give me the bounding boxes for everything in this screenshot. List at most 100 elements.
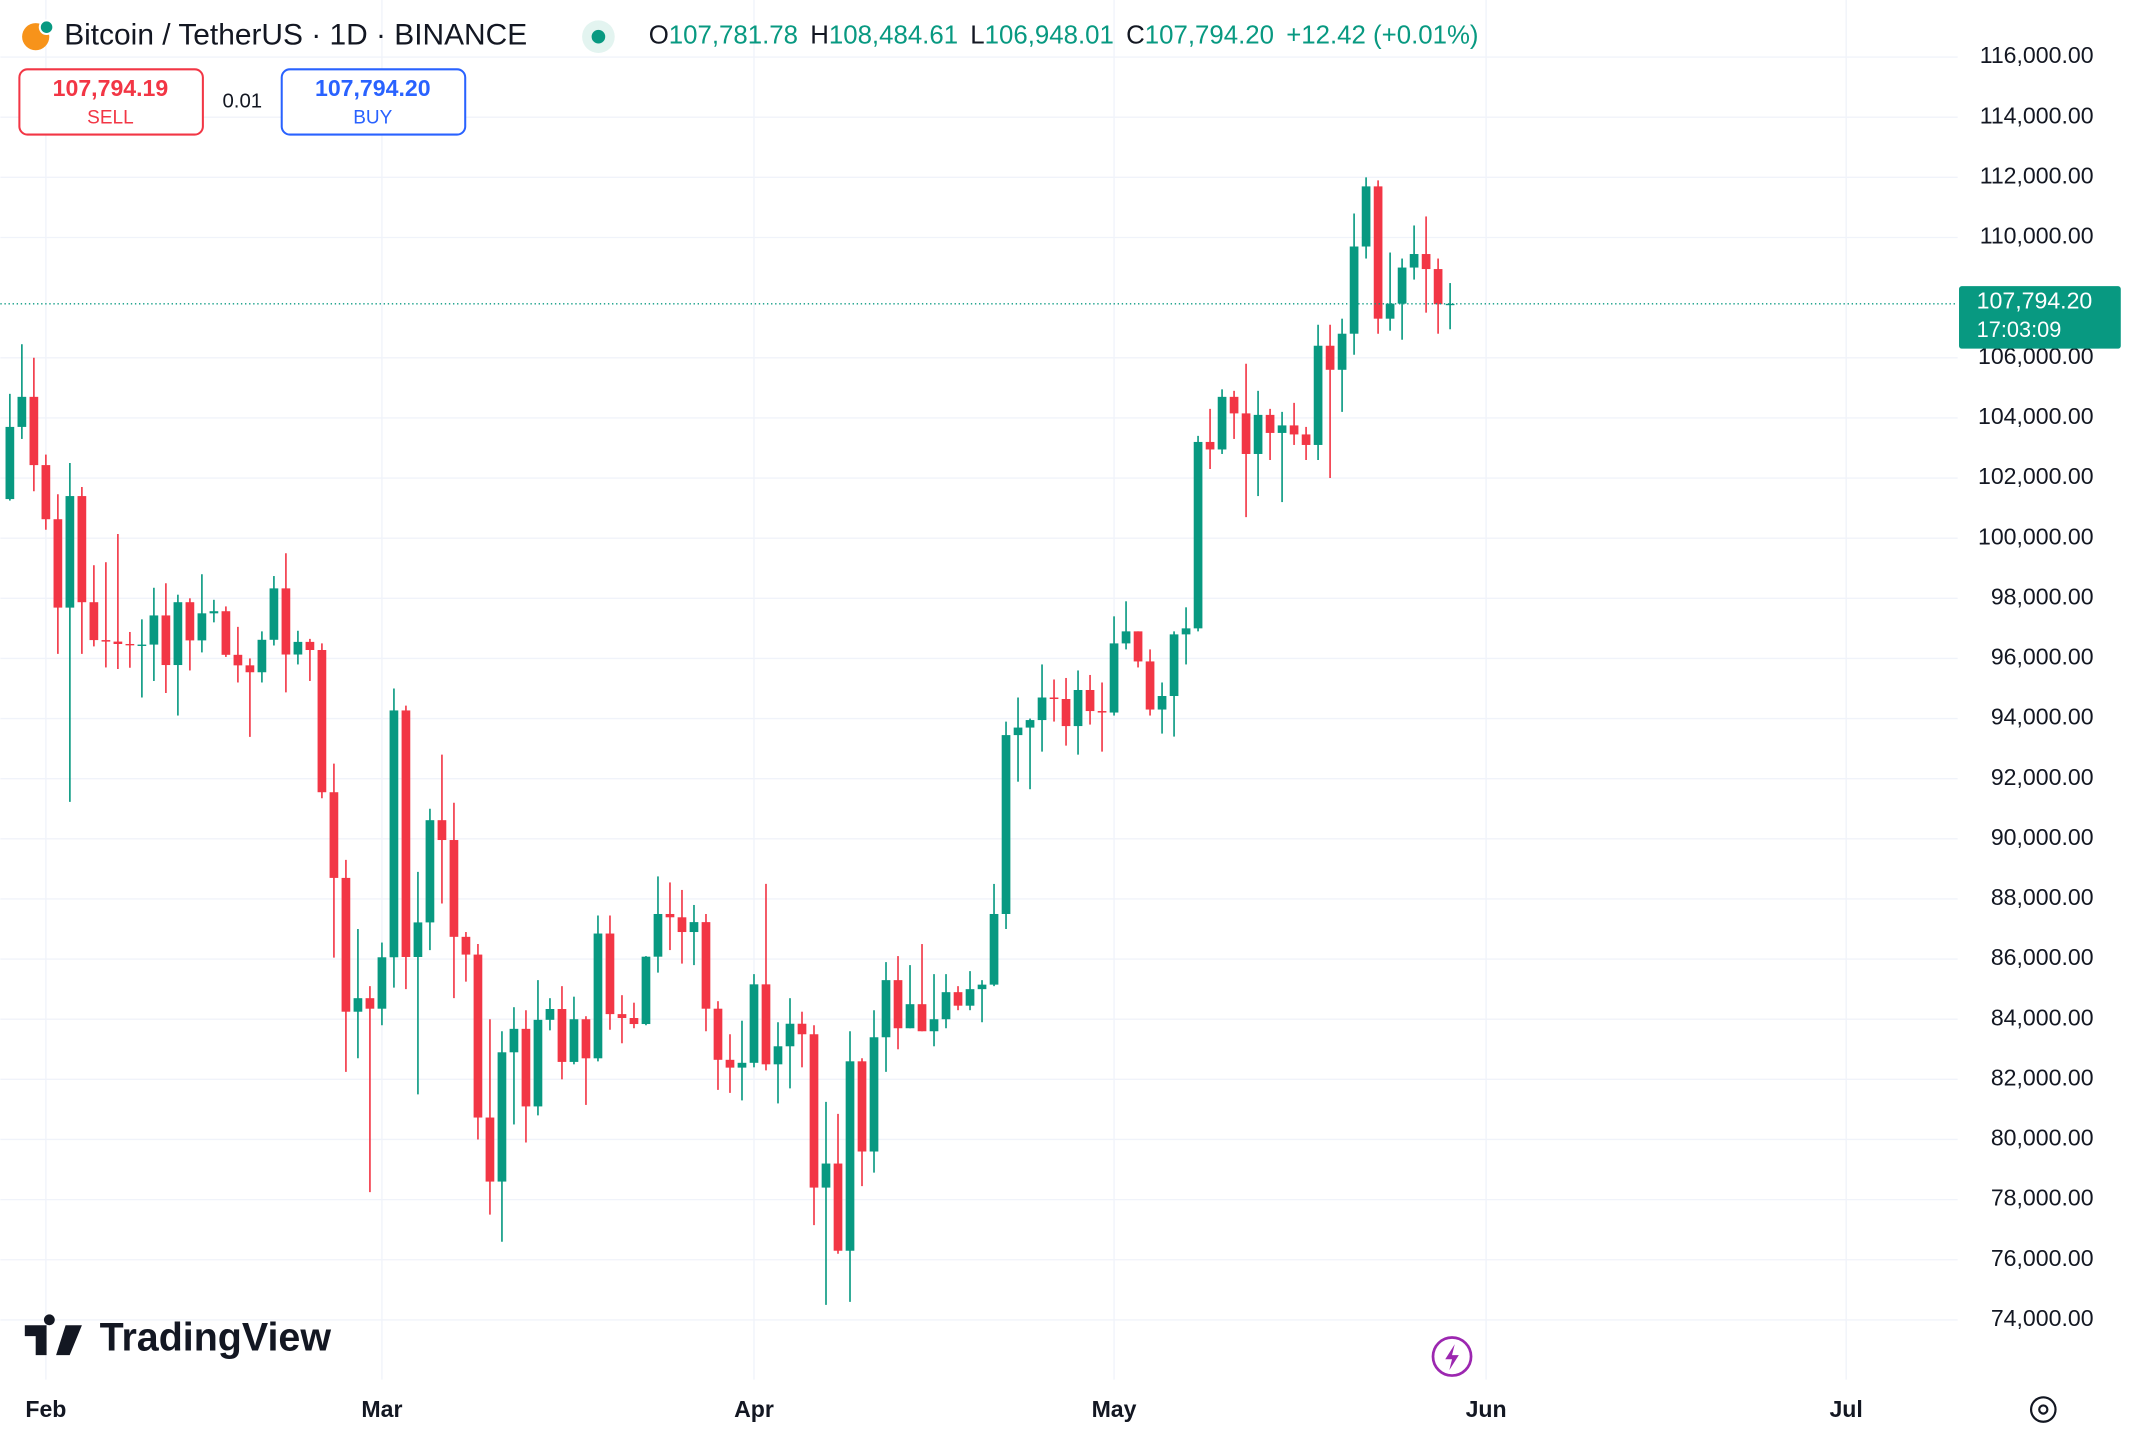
buy-price: 107,794.20: [315, 75, 431, 101]
candle-body: [1121, 631, 1131, 644]
candle-body: [1385, 303, 1395, 319]
candle-body: [713, 1008, 723, 1060]
candle-body: [245, 665, 255, 673]
candle-body: [1421, 254, 1431, 270]
y-tick-label: 114,000.00: [1980, 102, 2094, 128]
candle-body: [1433, 269, 1443, 305]
candle-body: [461, 936, 471, 955]
buy-button[interactable]: [280, 68, 467, 136]
candle-body: [1133, 631, 1143, 662]
candle-body: [1025, 720, 1035, 728]
candle-body: [593, 933, 603, 1059]
x-tick-label: Jul: [1829, 1396, 1862, 1422]
candle-body: [1361, 186, 1371, 247]
exchange-badge: [38, 19, 55, 36]
candle-body: [965, 989, 975, 1006]
candle-body: [281, 588, 291, 655]
ohlc-value: 107,781.78: [669, 22, 798, 50]
candle-body: [941, 992, 951, 1020]
candle-body: [1397, 267, 1407, 304]
candle-body: [701, 922, 711, 1009]
candle-body: [761, 984, 771, 1065]
ohlc-key: C: [1126, 22, 1145, 50]
candle-body: [1277, 425, 1287, 433]
y-tick-label: 104,000.00: [1978, 403, 2094, 429]
candle-body: [1001, 735, 1011, 914]
candle-body: [749, 984, 759, 1063]
candle-body: [677, 917, 687, 933]
candle-body: [557, 1009, 567, 1062]
candle-body: [629, 1018, 639, 1025]
candle-body: [1301, 434, 1311, 445]
candle-body: [353, 998, 363, 1012]
candle-body: [1085, 689, 1095, 712]
candle-body: [545, 1009, 555, 1020]
candle-body: [1109, 643, 1119, 713]
candle-body: [641, 956, 651, 1025]
ohlc-change: +12.42 (+0.01%): [1286, 22, 1478, 50]
candle-body: [581, 1019, 591, 1059]
candle-body: [377, 957, 387, 1009]
watermark: TradingView: [100, 1316, 332, 1360]
candle-body: [1013, 727, 1023, 736]
candle-body: [125, 643, 135, 646]
candle-body: [449, 840, 459, 937]
candle-body: [89, 602, 99, 641]
y-tick-label: 80,000.00: [1991, 1125, 2094, 1151]
candle-body: [665, 913, 675, 918]
x-tick-label: Jun: [1466, 1396, 1507, 1422]
candle-body: [1409, 254, 1419, 268]
candle-body: [521, 1028, 531, 1107]
candle-body: [1373, 186, 1383, 319]
y-tick-label: 116,000.00: [1980, 42, 2094, 68]
candle-body: [605, 933, 615, 1015]
candle-body: [257, 639, 267, 673]
overlay: Bitcoin / TetherUS · 1D · BINANCE O107,7…: [0, 19, 2121, 1423]
candle-body: [509, 1028, 519, 1053]
candle-body: [233, 654, 243, 666]
y-tick-label: 112,000.00: [1980, 162, 2094, 188]
candle-body: [29, 396, 39, 466]
candle-body: [785, 1023, 795, 1047]
candle-body: [5, 426, 15, 500]
candle-body: [473, 954, 483, 1118]
candle-body: [821, 1163, 831, 1188]
countdown: 17:03:09: [1977, 317, 2062, 342]
candle-body: [161, 615, 171, 666]
y-tick-label: 98,000.00: [1991, 583, 2094, 609]
ohlc-key: O: [649, 22, 669, 50]
ohlc-value: 107,794.20: [1145, 22, 1274, 50]
y-tick-label: 78,000.00: [1991, 1185, 2094, 1211]
candle-body: [329, 792, 339, 878]
ohlc-key: L: [970, 22, 984, 50]
candle-body: [617, 1014, 627, 1019]
ohlc-key: H: [810, 22, 829, 50]
last-price-label: 107,794.20: [1977, 288, 2093, 314]
candle-body: [893, 980, 903, 1029]
buy-label: BUY: [353, 107, 392, 128]
spread: 0.01: [222, 90, 262, 112]
candle-body: [1445, 303, 1455, 306]
candle-body: [365, 998, 375, 1009]
candle-body: [869, 1037, 879, 1152]
sell-button[interactable]: [18, 68, 204, 136]
y-tick-label: 110,000.00: [1980, 223, 2094, 249]
candle-body: [305, 641, 315, 651]
candle-body: [209, 611, 219, 614]
candle-body: [1049, 697, 1059, 700]
candle-body: [1145, 661, 1155, 710]
candle-body: [437, 820, 447, 841]
candle-body: [1169, 634, 1179, 697]
candle-body: [905, 1004, 915, 1029]
y-tick-label: 74,000.00: [1991, 1305, 2094, 1331]
candle-body: [269, 588, 279, 640]
y-tick-label: 102,000.00: [1978, 463, 2094, 489]
candle-body: [797, 1023, 807, 1035]
candle-body: [1241, 413, 1251, 454]
candle-body: [737, 1062, 747, 1068]
candle-body: [77, 496, 87, 603]
y-tick-label: 88,000.00: [1991, 884, 2094, 910]
candle-body: [1289, 425, 1299, 435]
settings-button[interactable]: [2029, 1396, 2057, 1423]
candle-body: [101, 640, 111, 642]
